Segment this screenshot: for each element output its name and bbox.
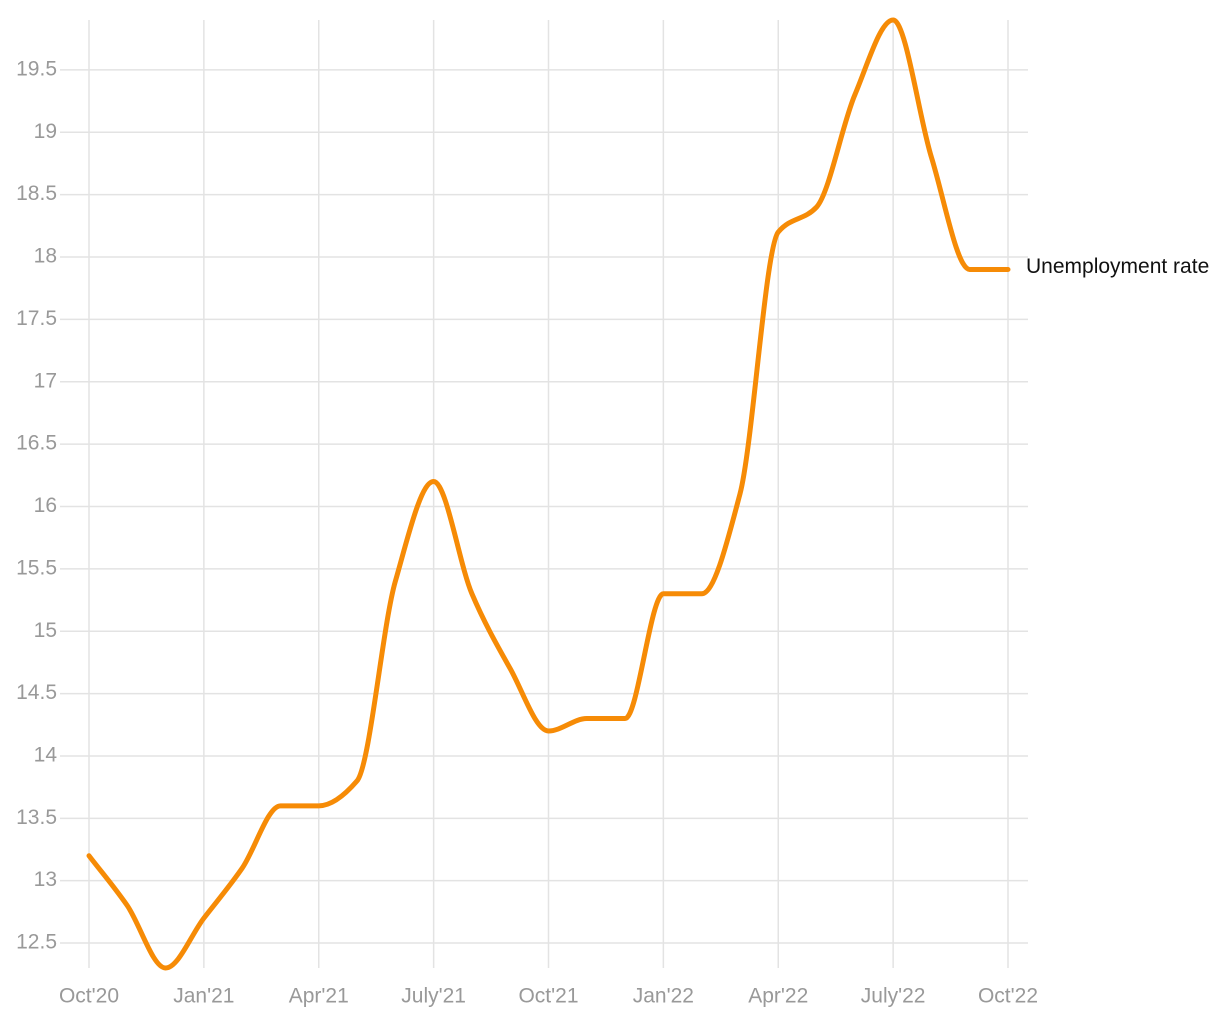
y-tick-label: 14.5 (16, 681, 57, 704)
x-tick-label: Oct'20 (59, 985, 119, 1008)
series-label: Unemployment rate (1026, 255, 1210, 279)
x-tick-label: July'22 (861, 985, 926, 1008)
y-tick-label: 13.5 (16, 806, 57, 829)
x-tick-label: Oct'22 (978, 985, 1038, 1008)
x-tick-label: Jan'21 (173, 985, 234, 1008)
y-tick-label: 17.5 (16, 307, 57, 330)
y-tick-label: 16 (34, 494, 57, 517)
x-tick-label: Oct'21 (518, 985, 578, 1008)
y-tick-label: 12.5 (16, 931, 57, 954)
series-line (86, 17, 1011, 971)
y-tick-label: 13 (34, 868, 57, 891)
y-tick-label: 19 (34, 120, 57, 143)
y-tick-label: 14 (34, 743, 58, 766)
y-tick-label: 16.5 (16, 432, 57, 455)
y-tick-label: 18.5 (16, 182, 57, 205)
y-tick-label: 17 (34, 369, 57, 392)
series-label-box: Unemployment rate (1026, 255, 1210, 279)
y-tick-label: 18 (34, 245, 57, 268)
y-tick-label: 15 (34, 619, 57, 642)
x-tick-label: Apr'22 (748, 985, 808, 1008)
y-tick-label: 19.5 (16, 57, 57, 80)
y-tick-label: 15.5 (16, 556, 57, 579)
x-tick-label: Apr'21 (289, 985, 349, 1008)
x-tick-label: Jan'22 (633, 985, 694, 1008)
x-tick-label: July'21 (401, 985, 466, 1008)
